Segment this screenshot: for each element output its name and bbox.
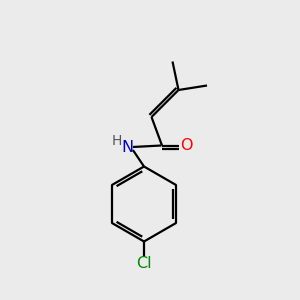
Text: H: H xyxy=(112,134,122,148)
Text: O: O xyxy=(180,138,192,153)
Text: N: N xyxy=(122,140,134,154)
Text: Cl: Cl xyxy=(136,256,152,271)
